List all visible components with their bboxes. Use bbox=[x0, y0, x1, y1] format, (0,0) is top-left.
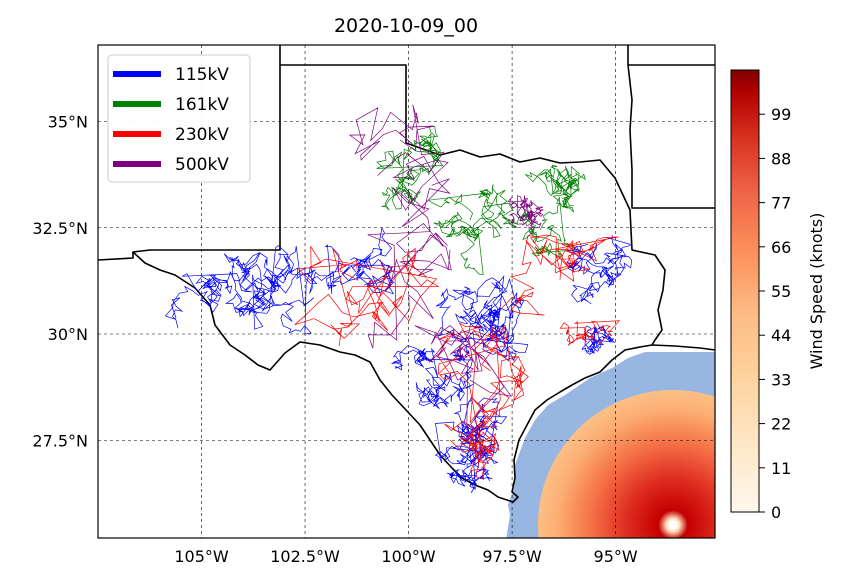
legend-label: 161kV bbox=[175, 95, 229, 115]
lon-tick-label: 97.5°W bbox=[482, 547, 542, 566]
colorbar-tick-label: 88 bbox=[771, 149, 791, 168]
map-frame bbox=[97, 44, 716, 539]
transmission-line bbox=[164, 271, 241, 329]
new-mexico-boundary bbox=[98, 252, 134, 261]
transmission-line bbox=[444, 447, 499, 493]
colorbar-tick-label: 55 bbox=[771, 282, 791, 301]
colorbar-tick-label: 22 bbox=[771, 415, 791, 434]
lat-tick-label: 32.5°N bbox=[32, 219, 88, 238]
lon-tick-label: 100°W bbox=[381, 547, 436, 566]
transmission-line bbox=[428, 184, 514, 276]
legend-label: 500kV bbox=[175, 155, 229, 175]
transmission-line bbox=[501, 202, 578, 260]
transmission-line bbox=[525, 164, 586, 213]
transmission-line bbox=[309, 226, 395, 295]
lat-tick-label: 30°N bbox=[48, 325, 88, 344]
transmission-line bbox=[376, 126, 444, 211]
transmission-line bbox=[559, 320, 621, 346]
transmission-line bbox=[566, 235, 633, 305]
transmission-line bbox=[294, 245, 440, 347]
texas-outline bbox=[132, 45, 666, 503]
colorbar-tick-label: 77 bbox=[771, 194, 791, 213]
transmission-line bbox=[348, 104, 445, 176]
transmission-line bbox=[414, 325, 512, 431]
lon-tick-label: 105°W bbox=[174, 547, 229, 566]
transmission-line bbox=[391, 345, 474, 410]
colorbar-tick-label: 66 bbox=[771, 238, 791, 257]
chart-title: 2020-10-09_00 bbox=[334, 15, 478, 37]
arkansas-louisiana-boundary bbox=[627, 64, 715, 209]
transmission-line bbox=[223, 245, 318, 335]
colorbar-gradient bbox=[730, 69, 760, 513]
colorbar-tick-label: 33 bbox=[771, 370, 791, 389]
colorbar-tick-label: 0 bbox=[771, 503, 781, 522]
legend: 115kV 161kV 230kV 500kV bbox=[107, 54, 251, 183]
transmission-line bbox=[444, 420, 500, 480]
transmission-line bbox=[499, 234, 619, 316]
transmission-line bbox=[434, 396, 508, 466]
legend-label: 230kV bbox=[175, 125, 229, 145]
transmission-line bbox=[581, 324, 616, 355]
legend-label: 115kV bbox=[175, 65, 229, 85]
map-area bbox=[98, 45, 715, 538]
longitude-axis: 105°W 102.5°W 100°W 97.5°W 95°W bbox=[174, 547, 638, 566]
lon-tick-label: 95°W bbox=[594, 547, 638, 566]
colorbar-label: Wind Speed (knots) bbox=[807, 213, 826, 370]
transmission-line bbox=[367, 156, 452, 349]
state-boundaries bbox=[98, 45, 715, 503]
lat-tick-label: 27.5°N bbox=[32, 431, 88, 450]
transmission-network bbox=[164, 104, 633, 493]
lat-tick-label: 35°N bbox=[48, 113, 88, 132]
transmission-line bbox=[437, 321, 529, 439]
latitude-axis: 35°N 32.5°N 30°N 27.5°N bbox=[32, 113, 88, 451]
colorbar-tick-label: 11 bbox=[771, 459, 791, 478]
colorbar-tick-label: 44 bbox=[771, 326, 791, 345]
gulf-coast-east bbox=[651, 344, 715, 351]
hurricane-eye bbox=[669, 521, 677, 529]
lon-tick-label: 102.5°W bbox=[270, 547, 340, 566]
legend-box bbox=[107, 54, 251, 183]
colorbar-tick-label: 99 bbox=[771, 105, 791, 124]
colorbar: Wind Speed (knots) 0 11 22 33 44 55 66 77 88 99 bbox=[730, 69, 826, 522]
transmission-line bbox=[479, 307, 502, 326]
